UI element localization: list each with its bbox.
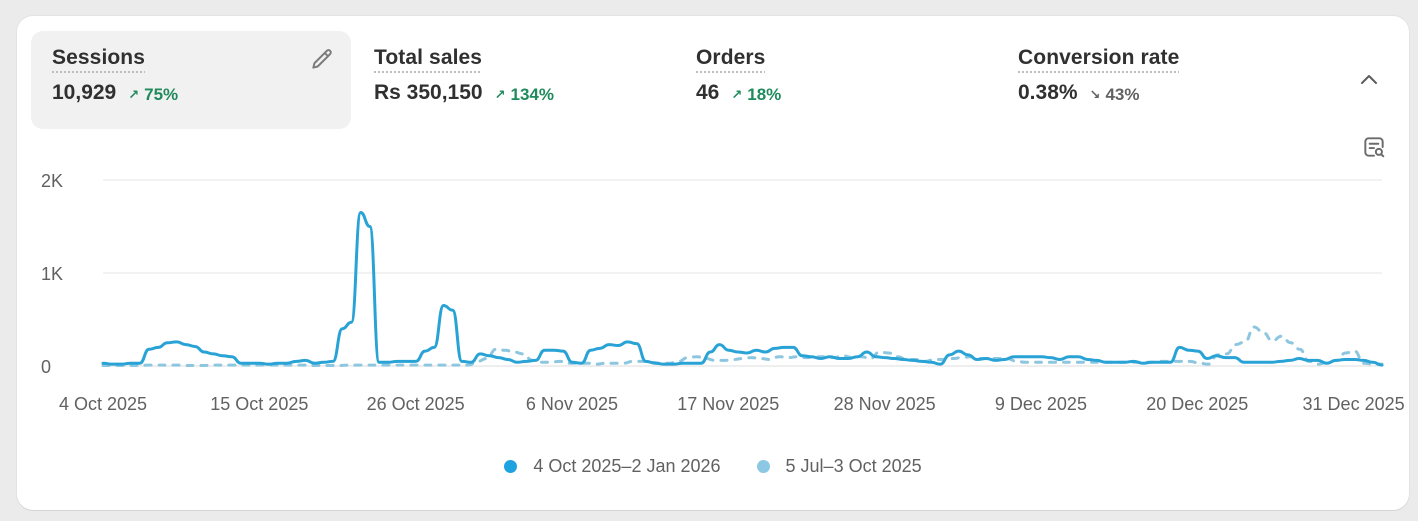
arrow-up-right-icon: ↗ [494, 87, 506, 102]
metric-sessions[interactable]: Sessions 10,929 ↗ 75% [31, 31, 351, 129]
legend-item-previous[interactable]: 5 Jul–3 Oct 2025 [756, 456, 922, 477]
analytics-card: Sessions 10,929 ↗ 75% Total sales Rs 350… [17, 16, 1409, 510]
metric-change-value: 43% [1105, 85, 1140, 104]
metric-label: Total sales [374, 46, 483, 73]
metric-change: ↗ 18% [731, 85, 781, 105]
x-tick-label: 6 Nov 2025 [526, 394, 618, 414]
metric-change-value: 75% [144, 85, 179, 104]
metric-label: Conversion rate [1018, 46, 1180, 73]
x-tick-label: 31 Dec 2025 [1303, 394, 1405, 414]
x-tick-label: 15 Oct 2025 [210, 394, 308, 414]
metric-label: Orders [696, 46, 766, 73]
legend-item-current[interactable]: 4 Oct 2025–2 Jan 2026 [504, 456, 721, 477]
y-tick-label: 2K [41, 171, 63, 191]
x-tick-label: 9 Dec 2025 [995, 394, 1087, 414]
y-tick-label: 0 [41, 357, 51, 377]
series-previous-line [101, 325, 1384, 368]
legend-label-current: 4 Oct 2025–2 Jan 2026 [533, 456, 721, 476]
chart-search-icon[interactable] [1361, 134, 1387, 160]
metric-orders[interactable]: Orders 46 ↗ 18% [675, 31, 995, 129]
metric-value: 10,929 [52, 81, 117, 104]
x-tick-label: 28 Nov 2025 [834, 394, 936, 414]
pencil-icon[interactable] [309, 47, 335, 73]
series-current-line [101, 211, 1384, 367]
metric-change-value: 18% [747, 85, 782, 104]
chart-legend: 4 Oct 2025–2 Jan 2026 5 Jul–3 Oct 2025 [17, 456, 1409, 477]
sessions-line-chart[interactable]: 0 1K 2K 4 Oct 2025 15 Oct 2025 26 Oct 2025 6 N… [17, 16, 1409, 446]
arrow-down-right-icon: ↘ [1089, 87, 1101, 102]
arrow-up-right-icon: ↗ [731, 87, 743, 102]
legend-label-previous: 5 Jul–3 Oct 2025 [785, 456, 922, 476]
metric-change-value: 134% [510, 85, 554, 104]
chevron-up-icon[interactable] [1357, 68, 1381, 92]
x-tick-label: 17 Nov 2025 [677, 394, 779, 414]
metric-change: ↘ 43% [1090, 85, 1140, 105]
legend-dot-current [504, 460, 518, 473]
metric-value: 46 [696, 81, 720, 104]
metric-label: Sessions [52, 46, 146, 73]
metric-value: 0.38% [1018, 81, 1078, 104]
metric-change: ↗ 134% [495, 85, 554, 105]
y-tick-label: 1K [41, 264, 63, 284]
x-tick-label: 20 Dec 2025 [1146, 394, 1248, 414]
legend-dot-previous [756, 460, 770, 473]
metric-value: Rs 350,150 [374, 81, 483, 104]
x-tick-label: 4 Oct 2025 [59, 394, 147, 414]
metric-conversion-rate[interactable]: Conversion rate 0.38% ↘ 43% [997, 31, 1317, 129]
arrow-up-right-icon: ↗ [128, 87, 140, 102]
metric-total-sales[interactable]: Total sales Rs 350,150 ↗ 134% [353, 31, 673, 129]
metric-change: ↗ 75% [128, 85, 178, 105]
x-tick-label: 26 Oct 2025 [367, 394, 465, 414]
